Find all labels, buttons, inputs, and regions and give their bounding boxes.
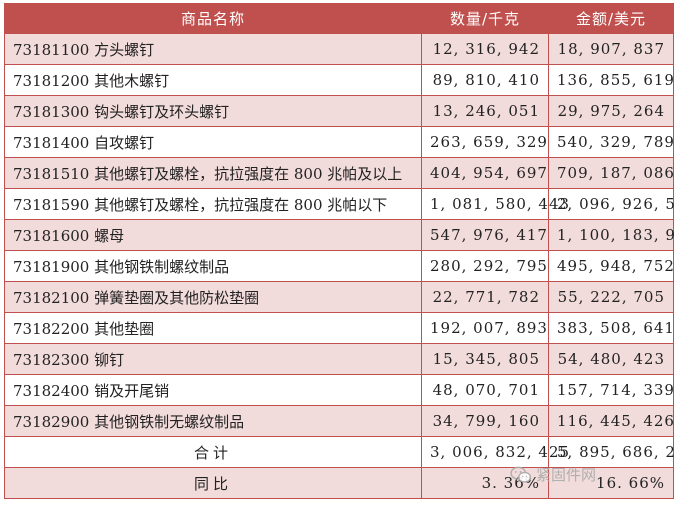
product-name-cell: 73181200 其他木螺钉: [4, 64, 422, 96]
amount-cell: 2, 096, 926, 502: [548, 188, 677, 220]
amount-cell: 495, 948, 752: [548, 250, 674, 282]
amount-cell: 1, 100, 183, 910: [548, 219, 677, 251]
quantity-cell: 263, 659, 329: [421, 126, 549, 158]
product-name-cell: 73182900 其他钢铁制无螺纹制品: [4, 405, 422, 437]
quantity-cell: 13, 246, 051: [421, 95, 549, 127]
product-name-cell: 73181100 方头螺钉: [4, 33, 422, 65]
table-row: 73182900 其他钢铁制无螺纹制品 34, 799, 160 116, 445,…: [4, 405, 674, 437]
quantity-cell: 48, 070, 701: [421, 374, 549, 406]
table-header-row: 商品名称 数量/千克 金额/美元: [4, 3, 674, 34]
table-row: 73181590 其他螺钉及螺栓，抗拉强度在 800 兆帕以下 1, 081, 5…: [4, 188, 677, 220]
amount-cell: 157, 714, 339: [548, 374, 674, 406]
quantity-cell: 404, 954, 697: [421, 157, 549, 189]
product-name-cell: 73181400 自攻螺钉: [4, 126, 422, 158]
fastener-export-table: 商品名称 数量/千克 金额/美元 73181100 方头螺钉 12, 316, 9…: [4, 3, 677, 499]
amount-cell: 55, 222, 705: [548, 281, 674, 313]
quantity-cell: 192, 007, 893: [421, 312, 549, 344]
amount-cell: 29, 975, 264: [548, 95, 674, 127]
table-row: 73181900 其他钢铁制螺纹制品 280, 292, 795 495, 948,…: [4, 250, 674, 282]
table-row: 73181510 其他螺钉及螺栓，抗拉强度在 800 兆帕及以上 404, 954…: [4, 157, 674, 189]
table-row: 73182300 铆钉 15, 345, 805 54, 480, 423: [4, 343, 674, 375]
quantity-cell: 22, 771, 782: [421, 281, 549, 313]
table-row: 73181200 其他木螺钉 89, 810, 410 136, 855, 619: [4, 64, 674, 96]
header-product-name: 商品名称: [4, 3, 422, 34]
table-row: 73182100 弹簧垫圈及其他防松垫圈 22, 771, 782 55, 222,…: [4, 281, 674, 313]
quantity-cell: 1, 081, 580, 443: [421, 188, 569, 220]
product-name-cell: 73181300 钩头螺钉及环头螺钉: [4, 95, 422, 127]
watermark-text: 紧固件网: [536, 466, 597, 484]
product-name-cell: 73181900 其他钢铁制螺纹制品: [4, 250, 422, 282]
amount-cell: 136, 855, 619: [548, 64, 674, 96]
yoy-amount-cell: 16. 66%: [548, 467, 674, 499]
quantity-cell: 15, 345, 805: [421, 343, 549, 375]
amount-cell: 18, 907, 837: [548, 33, 674, 65]
quantity-cell: 34, 799, 160: [421, 405, 549, 437]
total-label-cell: 合计: [4, 436, 422, 468]
table-row: 73181100 方头螺钉 12, 316, 942 18, 907, 837: [4, 33, 674, 65]
amount-cell: 116, 445, 426: [548, 405, 674, 437]
amount-cell: 540, 329, 789: [548, 126, 674, 158]
quantity-cell: 89, 810, 410: [421, 64, 549, 96]
watermark: 紧固件网: [510, 464, 596, 485]
amount-cell: 709, 187, 086: [548, 157, 674, 189]
table-body: 73181100 方头螺钉 12, 316, 942 18, 907, 837 731…: [4, 33, 677, 499]
table-row: 73181300 钩头螺钉及环头螺钉 13, 246, 051 29, 975, 2…: [4, 95, 674, 127]
product-name-cell: 73181590 其他螺钉及螺栓，抗拉强度在 800 兆帕以下: [4, 188, 422, 220]
product-name-cell: 73181600 螺母: [4, 219, 422, 251]
amount-cell: 383, 508, 641: [548, 312, 674, 344]
total-quantity-cell: 3, 006, 832, 425: [421, 436, 569, 468]
table-row: 73181400 自攻螺钉 263, 659, 329 540, 329, 789: [4, 126, 674, 158]
yoy-label-cell: 同比: [4, 467, 422, 499]
header-quantity: 数量/千克: [421, 3, 549, 34]
product-name-cell: 73181510 其他螺钉及螺栓，抗拉强度在 800 兆帕及以上: [4, 157, 422, 189]
quantity-cell: 280, 292, 795: [421, 250, 549, 282]
table-row: 73182400 销及开尾销 48, 070, 701 157, 714, 339: [4, 374, 674, 406]
product-name-cell: 73182100 弹簧垫圈及其他防松垫圈: [4, 281, 422, 313]
product-name-cell: 73182300 铆钉: [4, 343, 422, 375]
quantity-cell: 12, 316, 942: [421, 33, 549, 65]
table-row: 73182200 其他垫圈 192, 007, 893 383, 508, 641: [4, 312, 674, 344]
quantity-cell: 547, 976, 417: [421, 219, 549, 251]
product-name-cell: 73182400 销及开尾销: [4, 374, 422, 406]
amount-cell: 54, 480, 423: [548, 343, 674, 375]
header-amount: 金额/美元: [548, 3, 674, 34]
data-table-container: 商品名称 数量/千克 金额/美元 73181100 方头螺钉 12, 316, 9…: [4, 3, 677, 499]
total-amount-cell: 5, 895, 686, 293: [548, 436, 677, 468]
wechat-icon: [510, 466, 532, 483]
product-name-cell: 73182200 其他垫圈: [4, 312, 422, 344]
